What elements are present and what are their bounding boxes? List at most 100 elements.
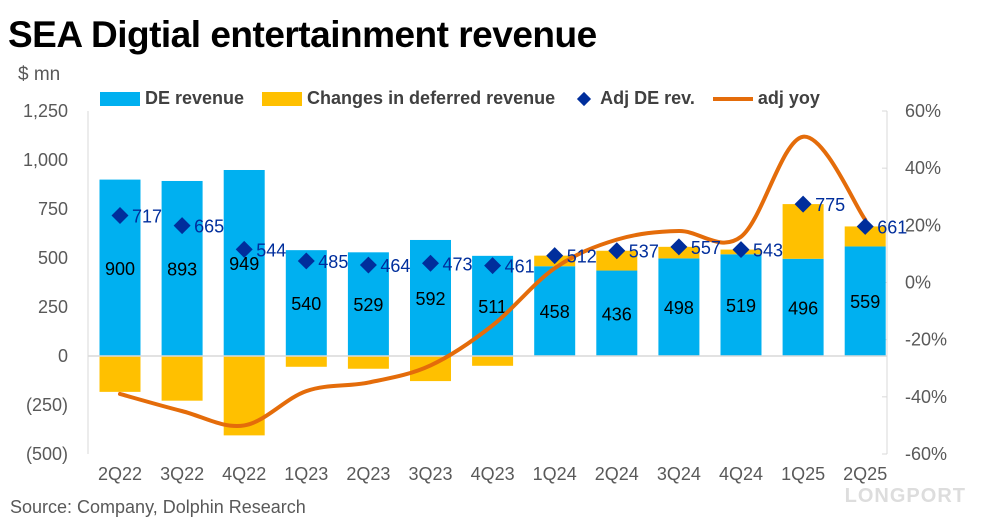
x-tick-label: 1Q24	[533, 464, 577, 484]
adj-data-label: 512	[567, 247, 597, 267]
bar-data-label: 592	[415, 289, 445, 309]
legend-line	[712, 96, 753, 101]
bar-de-revenue	[844, 246, 886, 356]
yoy-line	[118, 134, 868, 428]
y-right-tick-label: 0%	[905, 273, 931, 293]
y-right-tick-label: 40%	[905, 158, 941, 178]
x-tick-label: 3Q24	[657, 464, 701, 484]
adj-de-rev-marker	[359, 256, 377, 274]
y-left-tick-label: (500)	[26, 444, 68, 464]
bar-deferred-change	[472, 356, 514, 366]
bar-de-revenue	[720, 254, 762, 356]
legend-yoy: adj yoy	[712, 88, 820, 109]
y-left-tick-label: 750	[38, 199, 68, 219]
adj-data-label: 544	[256, 240, 286, 260]
y-right-tick-label: -60%	[905, 444, 947, 464]
adj-data-label: 717	[132, 206, 162, 226]
y-axis-unit: $ mn	[18, 64, 61, 85]
y-left-tick-label: (250)	[26, 395, 68, 415]
bar-data-label: 519	[726, 296, 756, 316]
adj-de-rev-marker	[794, 195, 812, 213]
bar-de-revenue	[161, 180, 203, 356]
bar-deferred-change	[596, 250, 638, 271]
legend-label: Adj DE rev.	[600, 88, 695, 108]
y-right-tick-label: -20%	[905, 330, 947, 350]
x-tick-label: 3Q23	[408, 464, 452, 484]
adj-de-rev-marker	[235, 240, 253, 258]
adj-data-label: 485	[318, 252, 348, 272]
bar-data-label: 559	[850, 292, 880, 312]
adj-data-label: 665	[194, 217, 224, 237]
adj-data-label: 461	[505, 257, 535, 277]
bar-data-label: 498	[664, 298, 694, 318]
adj-de-rev-marker	[732, 241, 750, 259]
x-tick-label: 1Q23	[284, 464, 328, 484]
y-right-tick-label: 20%	[905, 215, 941, 235]
x-tick-label: 4Q22	[222, 464, 266, 484]
y-left-tick-label: 0	[58, 346, 68, 366]
adj-data-label: 775	[815, 195, 845, 215]
adj-data-label: 557	[691, 238, 721, 258]
bar-data-label: 436	[602, 304, 632, 324]
adj-de-rev-marker	[484, 257, 502, 275]
y-left-tick-label: 1,000	[23, 150, 68, 170]
legend-deferred: Changes in deferred revenue	[262, 88, 555, 109]
bar-deferred-change	[161, 356, 203, 401]
bar-data-label: 529	[353, 295, 383, 315]
adj-de-rev-marker	[856, 217, 874, 235]
x-tick-label: 2Q25	[843, 464, 887, 484]
bar-data-label: 893	[167, 259, 197, 279]
legend-label: DE revenue	[145, 88, 245, 108]
adj-data-label: 661	[877, 217, 907, 237]
y-left-tick-label: 1,250	[23, 101, 68, 121]
bar-de-revenue	[782, 258, 824, 356]
bar-deferred-change	[347, 356, 389, 369]
adj-de-rev-marker	[297, 252, 315, 270]
adj-de-rev-marker	[670, 238, 688, 256]
legend-adj: Adj DE rev.	[573, 88, 695, 109]
chart-title: SEA Digtial entertainment revenue	[8, 14, 597, 55]
adj-de-rev-marker	[422, 254, 439, 272]
adj-data-label: 464	[380, 256, 410, 276]
x-tick-label: 2Q24	[595, 464, 639, 484]
legend-label: adj yoy	[757, 88, 820, 108]
bar-data-label: 511	[478, 297, 507, 317]
x-tick-label: 2Q23	[346, 464, 390, 484]
adj-data-label: 537	[629, 242, 659, 262]
x-tick-label: 2Q22	[98, 464, 142, 484]
adj-de-rev-marker	[173, 217, 191, 235]
bar-de-revenue	[223, 169, 265, 356]
x-tick-label: 4Q24	[719, 464, 763, 484]
y-left-tick-label: 250	[38, 297, 68, 317]
bar-deferred-change	[99, 356, 141, 392]
y-right-tick-label: -40%	[905, 387, 947, 407]
adj-data-label: 543	[753, 241, 783, 261]
bar-deferred-change	[782, 204, 824, 259]
adj-de-rev-marker	[608, 242, 626, 260]
x-tick-label: 4Q23	[471, 464, 515, 484]
x-tick-label: 3Q22	[160, 464, 204, 484]
adj-de-rev-marker	[111, 206, 129, 224]
bar-de-revenue	[596, 270, 638, 356]
source-note: Source: Company, Dolphin Research	[10, 497, 306, 517]
legend-swatch	[100, 91, 140, 106]
y-left-tick-label: 500	[38, 248, 68, 268]
bar-data-label: 540	[291, 294, 321, 314]
adj-de-rev-marker	[546, 247, 564, 265]
bar-data-label: 949	[229, 254, 259, 274]
legend-swatch	[262, 91, 303, 106]
bar-data-label: 458	[540, 302, 570, 322]
bar-deferred-change	[844, 226, 886, 247]
legend-label: Changes in deferred revenue	[307, 88, 556, 108]
y-right-tick-label: 60%	[905, 101, 941, 121]
bar-data-label: 900	[105, 259, 135, 279]
watermark-logo: LONGPORT	[844, 485, 966, 507]
bar-deferred-change	[285, 356, 327, 367]
legend-de-revenue: DE revenue	[100, 88, 244, 109]
adj-data-label: 473	[443, 254, 473, 274]
bar-data-label: 496	[788, 298, 818, 318]
legend: DE revenue Changes in deferred revenue A…	[100, 88, 830, 109]
bar-de-revenue	[658, 258, 700, 356]
x-tick-label: 1Q25	[781, 464, 825, 484]
